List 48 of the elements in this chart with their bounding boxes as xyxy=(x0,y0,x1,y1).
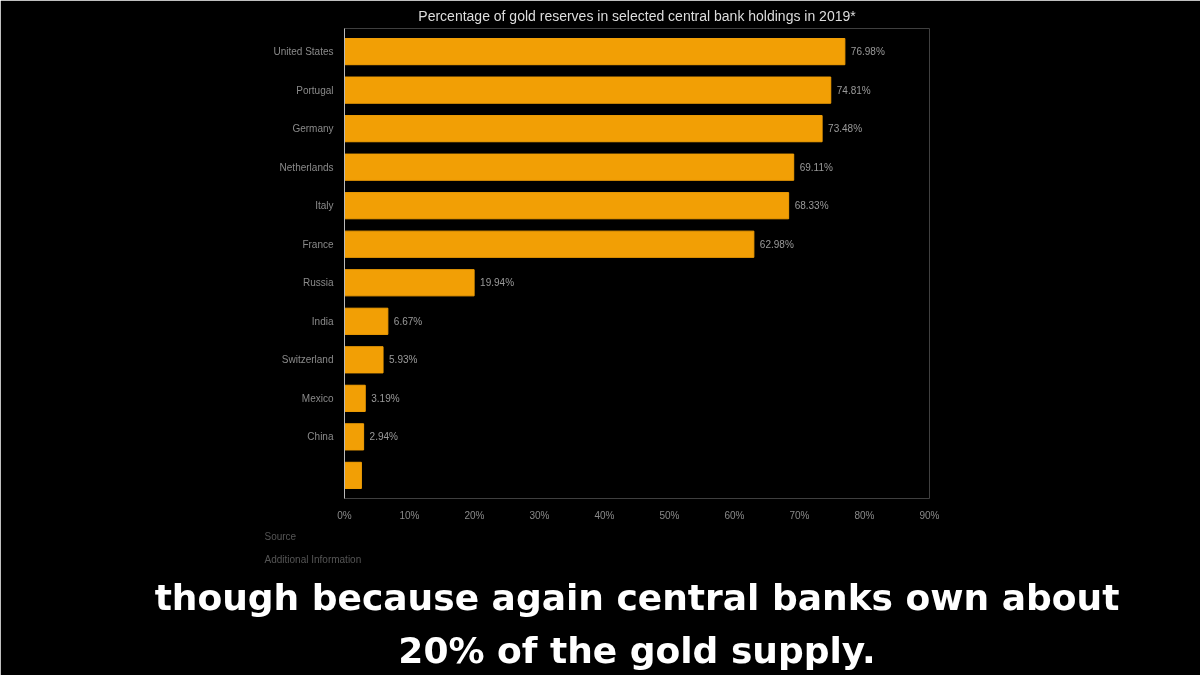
y-tick-label: China xyxy=(307,431,334,443)
bar xyxy=(344,307,389,335)
text: though because again central banks own about 20% of the gold supply. xyxy=(154,576,1120,671)
text: Additional Information xyxy=(264,553,362,565)
y-tick-label: Switzerland xyxy=(281,354,334,366)
data-label: 3.19% xyxy=(371,392,400,404)
data-label: 68.33% xyxy=(794,200,829,212)
data-label: 6.67% xyxy=(393,315,423,327)
y-tick-label: Italy xyxy=(315,200,334,212)
data-label: 62.98% xyxy=(759,238,794,250)
bar xyxy=(344,269,475,297)
bar xyxy=(344,115,823,143)
x-tick-label: 70% xyxy=(789,509,810,521)
x-tick-label: 0% xyxy=(337,509,352,521)
y-tick-label: United States xyxy=(273,46,334,58)
x-tick-label: 90% xyxy=(919,509,940,521)
data-label: 19.94% xyxy=(480,277,515,289)
y-tick-label: Germany xyxy=(292,123,334,135)
x-tick-label: 10% xyxy=(399,509,420,521)
bar xyxy=(344,38,846,66)
y-tick-label: India xyxy=(311,315,334,327)
data-label: 69.11% xyxy=(799,161,833,173)
data-label: 2.94% xyxy=(369,431,399,443)
y-tick-label: Netherlands xyxy=(279,161,334,173)
text: Source xyxy=(264,530,297,542)
data-label: 5.93% xyxy=(389,354,418,366)
x-tick-label: 80% xyxy=(854,509,875,521)
y-tick-label: Portugal xyxy=(296,84,334,96)
bar xyxy=(344,153,795,181)
y-tick-label: France xyxy=(302,238,334,250)
bar xyxy=(344,230,755,258)
data-label: 76.98% xyxy=(850,46,885,58)
chart-title: Percentage of gold reserves in selected central bank holdings in 2019* xyxy=(418,7,857,24)
bar xyxy=(344,76,832,104)
data-label: 74.81% xyxy=(836,84,871,96)
bar xyxy=(344,384,366,412)
bar xyxy=(344,461,362,489)
bar xyxy=(344,192,790,220)
x-tick-label: 30% xyxy=(529,509,550,521)
bar xyxy=(344,346,384,374)
x-tick-label: 50% xyxy=(659,509,680,521)
y-tick-label: Russia xyxy=(302,277,334,289)
data-label: 73.48% xyxy=(828,123,863,135)
bar xyxy=(344,423,365,451)
x-tick-label: 40% xyxy=(594,509,615,521)
x-tick-label: 20% xyxy=(464,509,485,521)
x-tick-label: 60% xyxy=(724,509,745,521)
y-tick-label: Mexico xyxy=(301,392,334,404)
